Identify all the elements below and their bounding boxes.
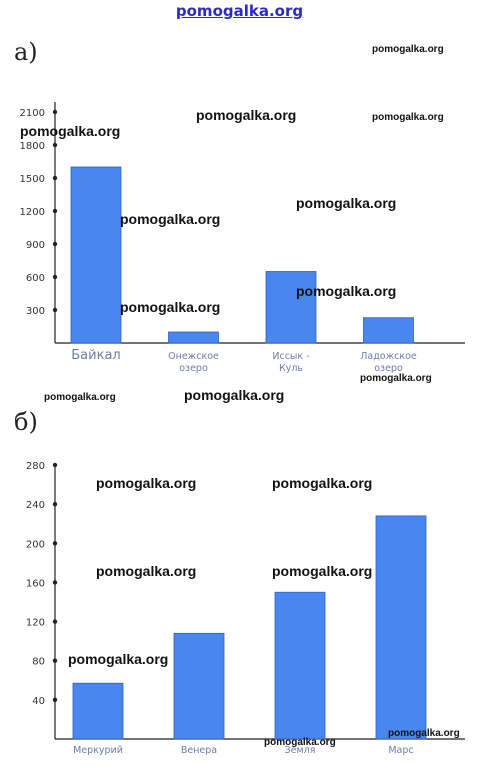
y-tick-label: 300 <box>26 306 45 317</box>
y-tick-dot <box>52 462 58 468</box>
watermark: pomogalka.org <box>360 373 432 384</box>
y-tick-dot <box>52 697 58 703</box>
category-label: Куль <box>279 363 303 374</box>
watermark: pomogalka.org <box>272 475 373 491</box>
watermark: pomogalka.org <box>44 392 116 403</box>
y-tick-label: 1200 <box>20 207 45 218</box>
bar <box>72 682 124 740</box>
category-label: озеро <box>179 363 208 374</box>
y-tick-dot <box>52 580 58 585</box>
category-label: Земля <box>285 745 316 756</box>
y-tick-label: 160 <box>26 578 45 589</box>
category-label: Иссык - <box>272 351 309 362</box>
y-tick-label: 240 <box>26 500 45 511</box>
watermark: pomogalka.org <box>388 728 460 739</box>
watermark: pomogalka.org <box>96 563 197 579</box>
y-tick-label: 900 <box>26 240 45 251</box>
watermark: pomogalka.org <box>120 211 221 227</box>
panel-label-a: а) <box>14 38 38 66</box>
y-tick-label: 200 <box>26 539 45 550</box>
watermark: pomogalka.org <box>184 387 285 403</box>
category-label: озеро <box>374 363 403 374</box>
watermark: pomogalka.org <box>272 563 373 579</box>
bar <box>274 591 326 740</box>
watermark: pomogalka.org <box>196 107 297 123</box>
y-tick-dot <box>52 541 58 546</box>
watermark: pomogalka.org <box>96 475 197 491</box>
y-tick-dot <box>52 241 58 247</box>
y-tick-label: 600 <box>26 273 45 284</box>
category-label: Онежское <box>168 351 219 362</box>
y-tick-label: 280 <box>26 461 45 472</box>
y-tick-dot <box>52 619 58 624</box>
category-label: Меркурий <box>73 745 123 756</box>
chart-b: 40 80 120 160 200 240 280 Меркурий Венера Земля Ма… <box>26 461 465 756</box>
y-tick-dot <box>52 142 58 148</box>
y-tick-dot <box>52 175 58 181</box>
watermark: pomogalka.org <box>372 112 444 123</box>
y-tick-dot <box>52 658 58 663</box>
y-tick-label: 1800 <box>20 141 45 152</box>
y-tick-dot <box>52 109 58 115</box>
category-label: Ладожское <box>360 351 417 362</box>
bar <box>265 271 317 344</box>
category-label: Венера <box>181 745 217 756</box>
y-tick-label: 2100 <box>20 108 45 119</box>
y-tick-dot <box>52 208 58 214</box>
bar <box>173 632 225 740</box>
bar <box>363 317 414 344</box>
watermark: pomogalka.org <box>264 737 336 748</box>
site-header[interactable]: pomogalka.org <box>175 2 304 20</box>
watermark: pomogalka.org <box>120 299 221 315</box>
y-tick-dot <box>52 501 58 507</box>
category-label: Байкал <box>71 348 120 363</box>
watermark: pomogalka.org <box>20 123 121 139</box>
y-tick-label: 80 <box>32 657 45 668</box>
category-label: Марс <box>388 745 413 756</box>
bar <box>168 331 219 344</box>
bar <box>70 166 122 344</box>
y-tick-label: 120 <box>26 618 45 629</box>
watermark: pomogalka.org <box>296 195 397 211</box>
watermark: pomogalka.org <box>296 283 397 299</box>
y-tick-label: 1500 <box>20 174 45 185</box>
watermark: pomogalka.org <box>68 651 169 667</box>
y-tick-label: 40 <box>32 696 45 707</box>
watermark: pomogalka.org <box>372 44 444 55</box>
y-tick-dot <box>52 307 58 313</box>
panel-label-b: б) <box>14 408 38 436</box>
bar <box>375 515 427 740</box>
y-tick-dot <box>52 274 58 280</box>
